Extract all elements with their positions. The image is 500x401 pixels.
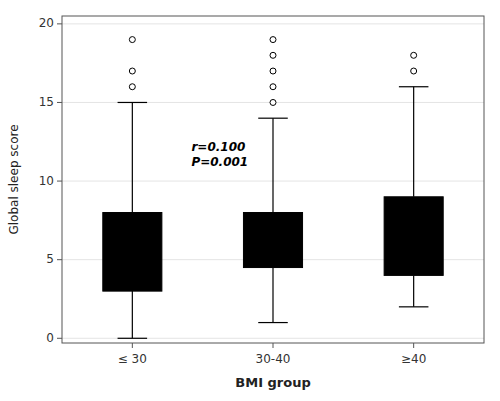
lower-whisker — [413, 275, 414, 306]
upper-cap — [118, 102, 148, 103]
lower-whisker — [132, 291, 133, 338]
outlier — [411, 68, 417, 74]
lower-cap — [118, 338, 148, 339]
x-tick — [273, 343, 274, 348]
y-tick — [57, 23, 62, 24]
annotation-line: P=0.001 — [191, 155, 248, 169]
outlier — [270, 37, 276, 43]
upper-cap — [258, 118, 288, 119]
x-tick-label: ≤ 30 — [118, 352, 147, 366]
box — [384, 197, 443, 276]
plot-frame — [62, 16, 484, 343]
y-tick — [57, 181, 62, 182]
outlier — [411, 52, 417, 58]
outlier — [270, 84, 276, 90]
x-tick — [413, 343, 414, 348]
lower-whisker — [272, 268, 273, 323]
x-tick-label: 30-40 — [256, 352, 291, 366]
y-axis-label: Global sleep score — [7, 124, 21, 234]
y-tick-label: 0 — [46, 331, 54, 345]
outlier — [270, 52, 276, 58]
upper-whisker — [413, 87, 414, 197]
upper-cap — [399, 86, 429, 87]
outlier — [129, 37, 135, 43]
annotation: r=0.100P=0.001 — [191, 140, 248, 169]
grid-line — [62, 23, 484, 24]
y-tick-label: 10 — [39, 174, 54, 188]
y-tick-label: 20 — [39, 16, 54, 30]
chart: 0 5 10 15 20 ≤ 30 30-40 ≥40 r=0.100P=0.001 BMI gr… — [0, 0, 500, 401]
outlier — [129, 68, 135, 74]
x-tick — [132, 343, 133, 348]
box — [243, 213, 302, 268]
lower-cap — [399, 306, 429, 307]
upper-whisker — [132, 102, 133, 212]
grid-line — [62, 338, 484, 339]
box — [103, 213, 162, 292]
y-tick — [57, 338, 62, 339]
y-tick — [57, 259, 62, 260]
y-tick-label: 5 — [46, 252, 54, 266]
annotation-line: r=0.100 — [191, 140, 245, 154]
outlier — [270, 99, 276, 105]
lower-cap — [258, 322, 288, 323]
x-tick-label: ≥40 — [401, 352, 426, 366]
boxes — [103, 37, 443, 339]
y-tick-label: 15 — [39, 95, 54, 109]
upper-whisker — [272, 118, 273, 212]
x-axis-label: BMI group — [235, 375, 310, 390]
y-tick — [57, 102, 62, 103]
outlier — [270, 68, 276, 74]
outlier — [129, 84, 135, 90]
